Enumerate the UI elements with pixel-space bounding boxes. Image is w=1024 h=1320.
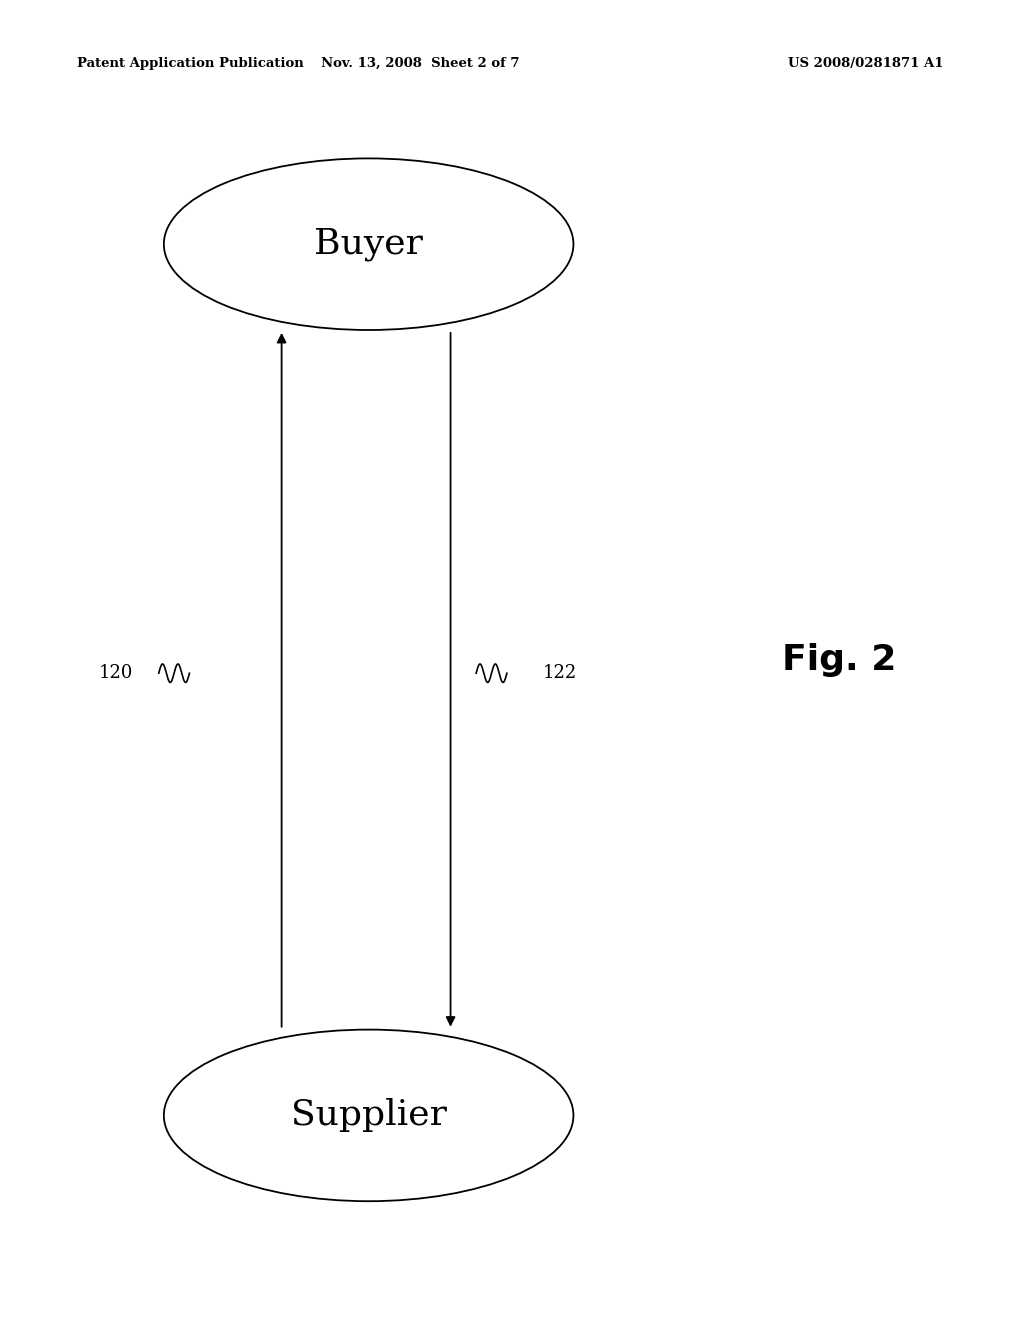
Text: 120: 120: [98, 664, 133, 682]
Text: US 2008/0281871 A1: US 2008/0281871 A1: [788, 57, 944, 70]
Text: Nov. 13, 2008  Sheet 2 of 7: Nov. 13, 2008 Sheet 2 of 7: [321, 57, 519, 70]
Text: Patent Application Publication: Patent Application Publication: [77, 57, 303, 70]
Text: Supplier: Supplier: [291, 1098, 446, 1133]
Text: Fig. 2: Fig. 2: [782, 643, 897, 677]
Text: 122: 122: [543, 664, 577, 682]
Text: Buyer: Buyer: [314, 227, 423, 261]
